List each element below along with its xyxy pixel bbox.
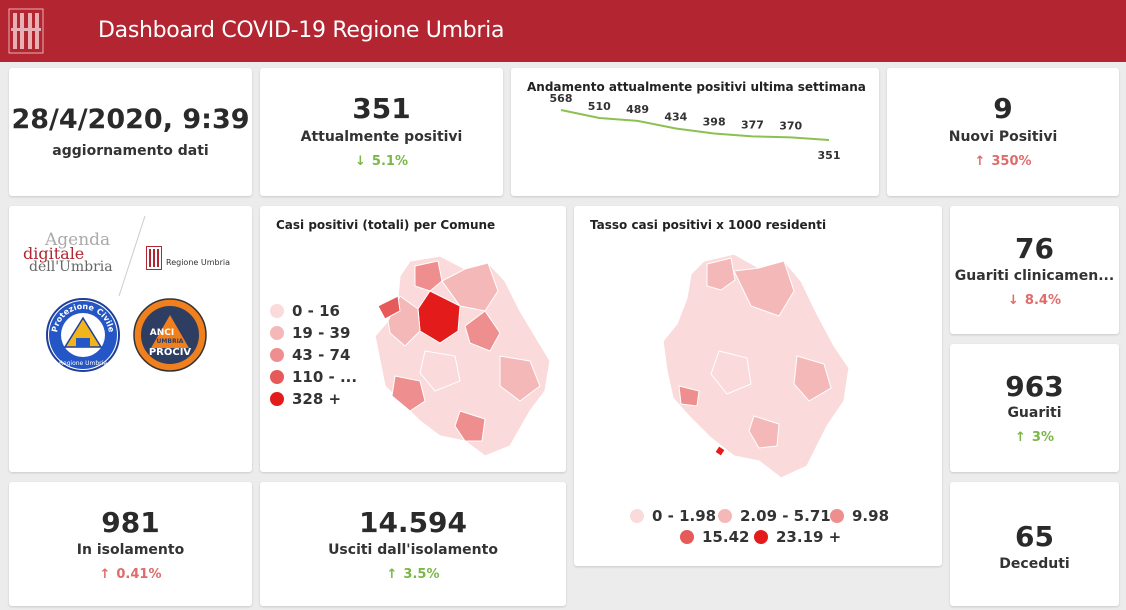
positivi-value: 351 xyxy=(352,92,411,125)
trend-data-label: 377 xyxy=(741,118,764,131)
map2-legend-item: 23.19 + xyxy=(754,528,841,546)
guariti-delta: ↑ 3% xyxy=(1015,430,1054,445)
guariti-clin-delta: ↓ 8.4% xyxy=(1008,293,1061,308)
umbria-word: dell'Umbria xyxy=(29,259,113,275)
trend-data-label: 434 xyxy=(664,111,687,124)
nuovi-card: 9 Nuovi Positivi ↑ 350% xyxy=(887,68,1119,196)
legend-dot-icon xyxy=(718,509,732,523)
usciti-label: Usciti dall'isolamento xyxy=(328,542,498,558)
isolamento-value: 981 xyxy=(101,506,160,539)
legend-dot-icon xyxy=(680,530,694,544)
page-title: Dashboard COVID-19 Regione Umbria xyxy=(98,18,505,43)
trend-data-label: 351 xyxy=(818,149,841,162)
regione-logo-icon xyxy=(146,246,162,270)
svg-text:UMBRIA: UMBRIA xyxy=(157,338,184,345)
map2-legend-item: 0 - 1.98 xyxy=(630,507,716,525)
positivi-label: Attualmente positivi xyxy=(300,129,463,145)
umbria-logo-icon xyxy=(8,8,44,54)
legend-dot-icon xyxy=(630,509,644,523)
guariti-clin-label: Guariti clinicamen... xyxy=(954,268,1115,284)
svg-text:PROCIV: PROCIV xyxy=(149,347,192,358)
guariti-clin-card: 76 Guariti clinicamen... ↓ 8.4% xyxy=(950,206,1119,334)
map1-legend-item: 43 - 74 xyxy=(270,346,350,364)
map1-title: Casi positivi (totali) per Comune xyxy=(276,218,496,232)
anci-prociv-logo-icon: ANCI UMBRIA PROCIV xyxy=(133,298,207,372)
trend-card: Andamento attualmente positivi ultima se… xyxy=(511,68,879,196)
divider-line xyxy=(118,216,146,296)
arrow-down-icon: ↓ xyxy=(355,154,366,169)
nuovi-delta: ↑ 350% xyxy=(974,154,1032,169)
map2-card: Tasso casi positivi x 1000 residenti 0 -… xyxy=(574,206,942,566)
legend-dot-icon xyxy=(270,326,284,340)
arrow-up-icon: ↑ xyxy=(1015,430,1026,445)
positivi-delta: ↓ 5.1% xyxy=(355,154,408,169)
deceduti-card: 65 Deceduti xyxy=(950,482,1119,606)
map2-legend-item: 2.09 - 5.71 xyxy=(718,507,831,525)
usciti-delta: ↑ 3.5% xyxy=(386,567,440,582)
trend-data-label: 370 xyxy=(779,119,802,132)
guariti-label: Guariti xyxy=(1007,405,1062,421)
map2-title: Tasso casi positivi x 1000 residenti xyxy=(590,218,827,232)
digitale-word: digitale xyxy=(23,244,85,263)
guariti-card: 963 Guariti ↑ 3% xyxy=(950,344,1119,472)
header-bar: Dashboard COVID-19 Regione Umbria xyxy=(0,0,1126,62)
regione-label: Regione Umbria xyxy=(166,258,230,267)
legend-dot-icon xyxy=(270,392,284,406)
svg-text:Regione Umbria: Regione Umbria xyxy=(59,360,107,367)
update-datetime: 28/4/2020, 9:39 xyxy=(11,104,250,135)
legend-dot-icon xyxy=(754,530,768,544)
legend-dot-icon xyxy=(270,370,284,384)
nuovi-value: 9 xyxy=(993,92,1013,125)
map1-choropleth xyxy=(374,255,551,457)
update-label: aggiornamento dati xyxy=(52,143,209,159)
protezione-civile-logo-icon: Protezione Civile Regione Umbria xyxy=(46,298,120,372)
arrow-down-icon: ↓ xyxy=(1008,293,1019,308)
trend-data-label: 398 xyxy=(703,116,726,129)
legend-dot-icon xyxy=(270,304,284,318)
map2-legend-item: 15.42 xyxy=(680,528,749,546)
deceduti-label: Deceduti xyxy=(999,556,1070,572)
logos-card: Agenda digitale dell'Umbria Regione Umbr… xyxy=(9,206,252,472)
map2-choropleth xyxy=(662,253,850,479)
map2-legend-item: 9.98 xyxy=(830,507,889,525)
arrow-up-icon: ↑ xyxy=(386,567,398,582)
map1-legend-item: 110 - ... xyxy=(270,368,357,386)
map1-legend-item: 19 - 39 xyxy=(270,324,350,342)
trend-chart: 568 510 489 434 398 377 370 351 xyxy=(550,92,841,162)
deceduti-value: 65 xyxy=(1015,520,1054,553)
guariti-clin-value: 76 xyxy=(1015,232,1054,265)
trend-data-label: 510 xyxy=(588,100,611,113)
isolamento-delta: ↑ 0.41% xyxy=(99,567,162,582)
trend-line xyxy=(560,109,830,141)
guariti-value: 963 xyxy=(1005,370,1064,403)
trend-title: Andamento attualmente positivi ultima se… xyxy=(527,80,866,94)
nuovi-label: Nuovi Positivi xyxy=(948,129,1058,145)
positivi-card: 351 Attualmente positivi ↓ 5.1% xyxy=(260,68,503,196)
legend-dot-icon xyxy=(270,348,284,362)
usciti-value: 14.594 xyxy=(358,506,468,539)
agenda-word: Agenda xyxy=(45,230,111,250)
usciti-card: 14.594 Usciti dall'isolamento ↑ 3.5% xyxy=(260,482,566,606)
trend-data-label: 568 xyxy=(550,92,573,105)
trend-data-label: 489 xyxy=(626,103,649,116)
map1-card: Casi positivi (totali) per Comune 0 - 16… xyxy=(260,206,566,472)
map1-legend-item: 0 - 16 xyxy=(270,302,340,320)
update-card: 28/4/2020, 9:39 aggiornamento dati xyxy=(9,68,252,196)
isolamento-label: In isolamento xyxy=(76,542,185,558)
isolamento-card: 981 In isolamento ↑ 0.41% xyxy=(9,482,252,606)
legend-dot-icon xyxy=(830,509,844,523)
svg-text:ANCI: ANCI xyxy=(150,328,174,338)
map1-legend-item: 328 + xyxy=(270,390,341,408)
arrow-up-icon: ↑ xyxy=(99,567,111,582)
arrow-up-icon: ↑ xyxy=(974,154,986,169)
